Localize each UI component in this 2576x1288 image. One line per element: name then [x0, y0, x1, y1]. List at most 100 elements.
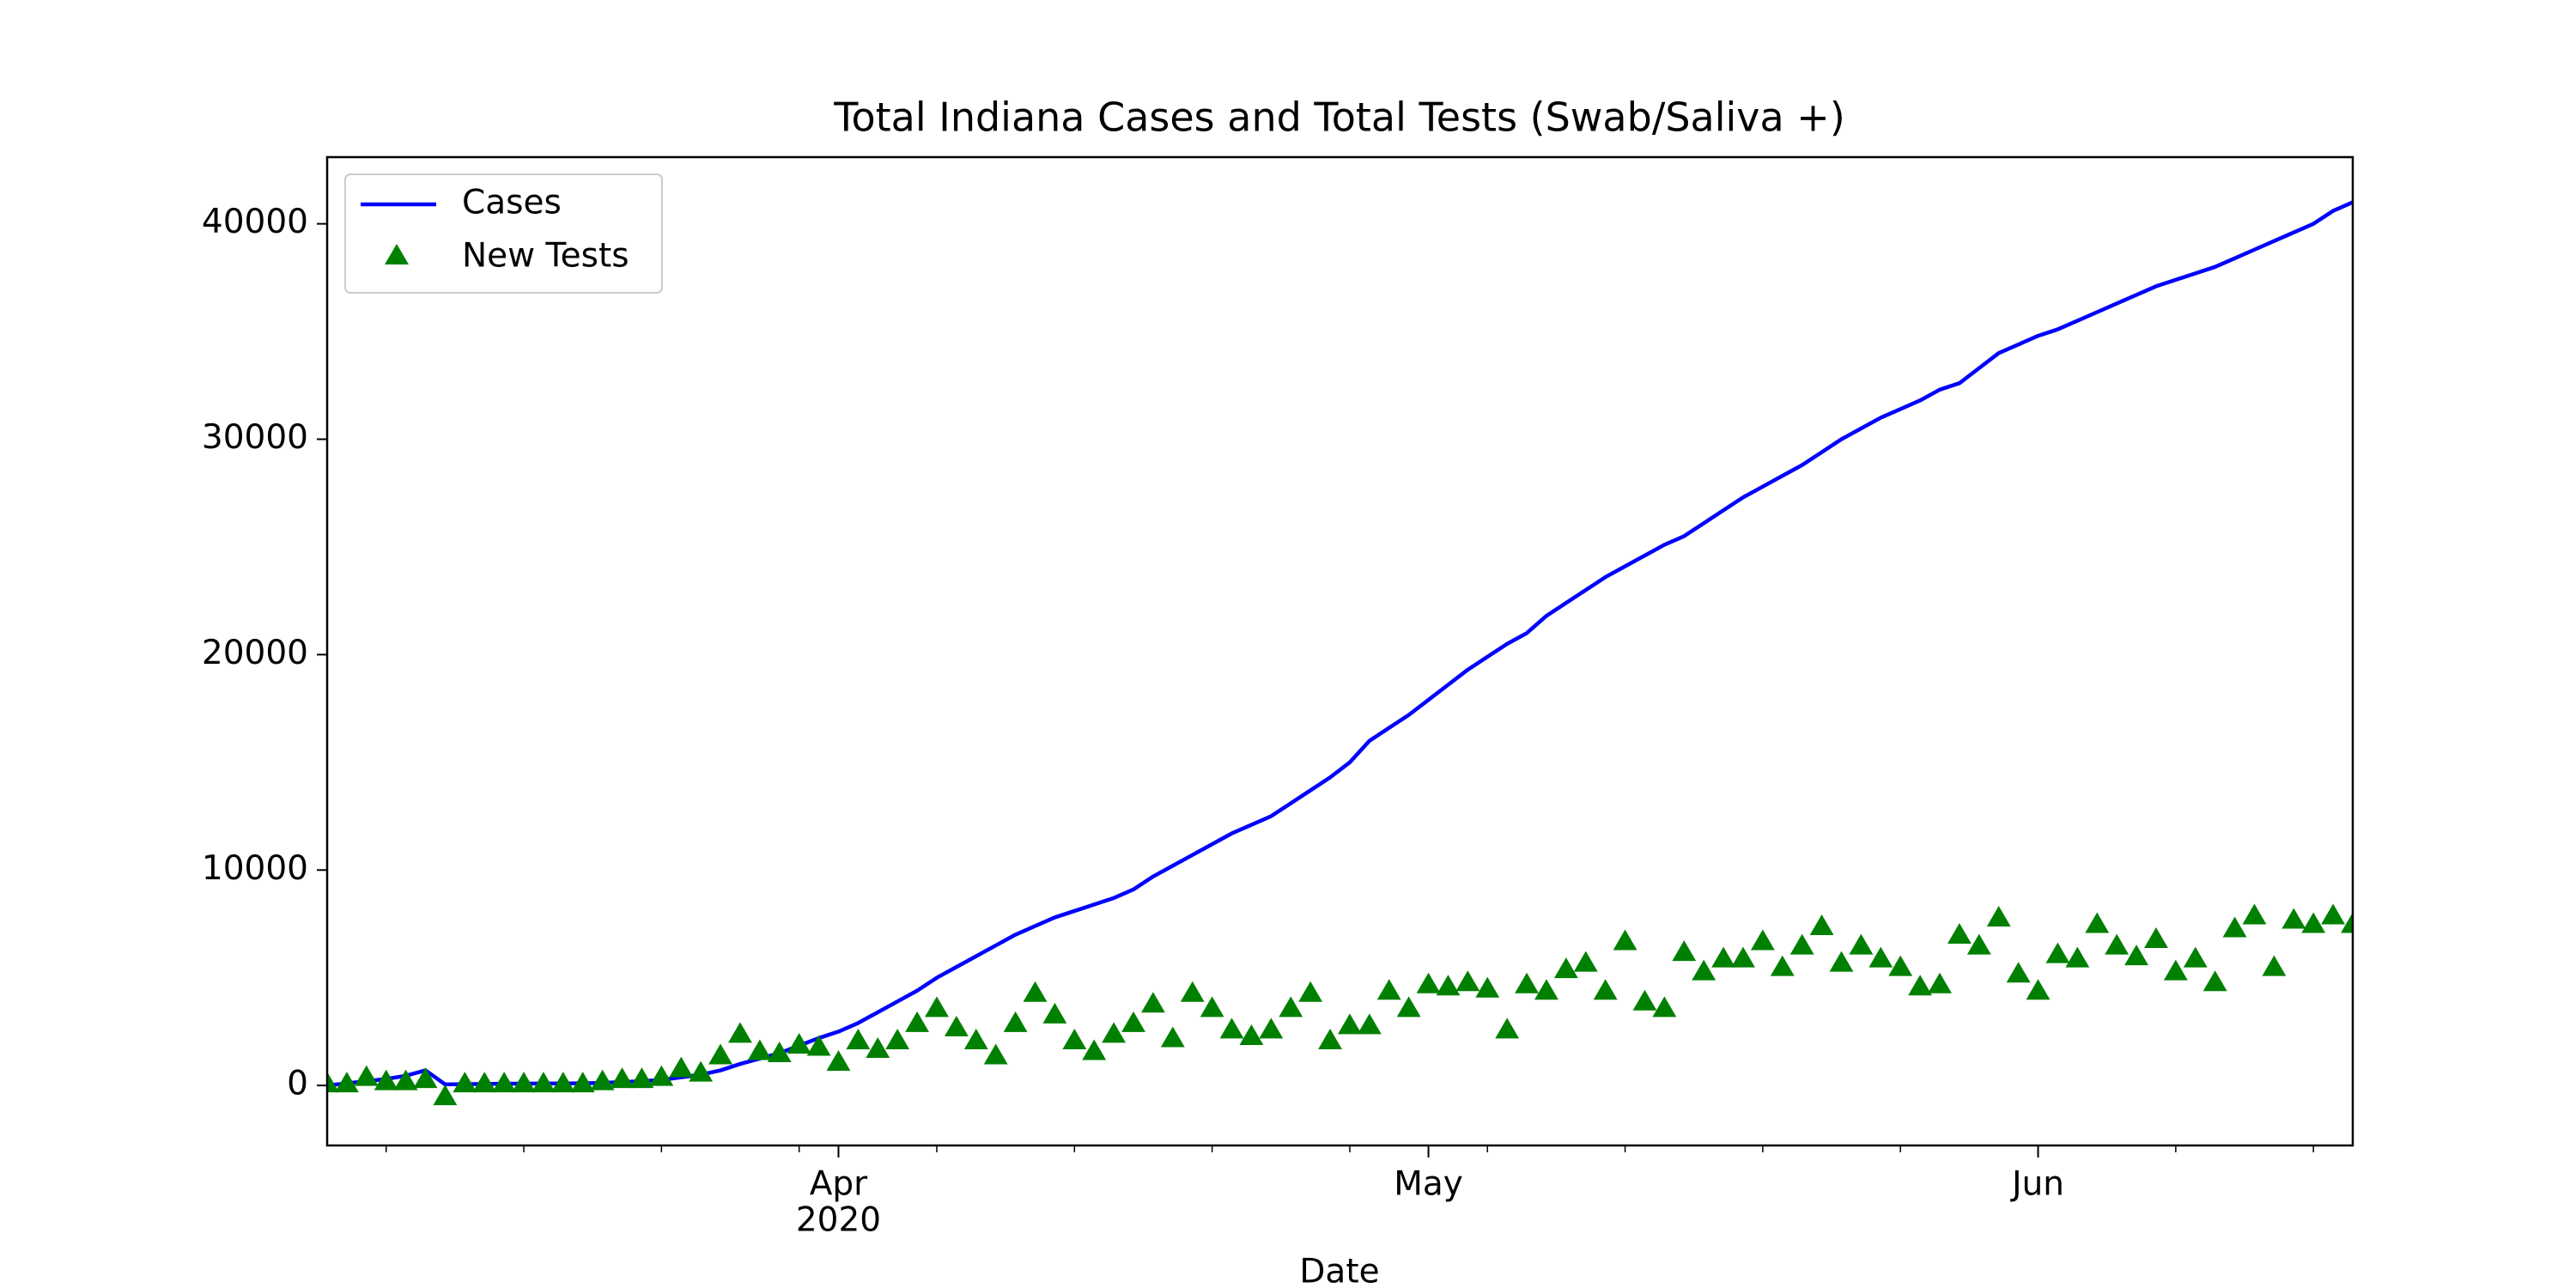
test-marker — [1888, 955, 1913, 976]
test-marker — [453, 1072, 477, 1093]
test-marker — [1534, 979, 1558, 1000]
test-marker — [708, 1043, 732, 1065]
test-marker — [1062, 1028, 1087, 1049]
y-tick-label: 30000 — [202, 418, 308, 457]
test-marker — [1573, 951, 1598, 972]
y-tick-label: 40000 — [202, 203, 308, 241]
test-marker — [1593, 979, 1618, 1000]
test-marker — [2341, 912, 2353, 933]
test-marker — [728, 1022, 752, 1043]
test-marker — [1515, 972, 1539, 993]
test-marker — [925, 996, 949, 1018]
test-marker — [1003, 1011, 1028, 1032]
plot-frame — [325, 155, 2354, 1147]
test-marker — [905, 1011, 930, 1032]
test-marker — [1947, 923, 1971, 945]
test-marker — [1279, 996, 1303, 1018]
test-marker — [2301, 912, 2326, 933]
test-marker — [1042, 1002, 1067, 1024]
test-marker — [374, 1069, 398, 1091]
test-marker — [2105, 933, 2129, 955]
test-marker — [1436, 975, 1461, 996]
test-marker — [1416, 972, 1441, 993]
test-marker — [1082, 1039, 1107, 1060]
test-marker — [1632, 989, 1657, 1011]
test-marker — [1908, 975, 1933, 996]
test-marker — [354, 1065, 379, 1086]
test-marker — [826, 1050, 851, 1072]
test-marker — [2163, 959, 2188, 981]
test-marker — [2085, 912, 2110, 933]
test-marker — [590, 1069, 615, 1091]
test-marker — [1613, 929, 1637, 951]
test-marker — [610, 1067, 635, 1089]
test-marker — [1160, 1026, 1185, 1048]
test-marker — [570, 1072, 595, 1093]
test-marker — [393, 1069, 418, 1091]
test-marker — [1652, 996, 1677, 1018]
test-marker — [963, 1028, 988, 1049]
test-marker — [1338, 1013, 1362, 1035]
test-marker — [2045, 942, 2070, 963]
test-marker — [1318, 1028, 1342, 1049]
test-marker — [2144, 927, 2168, 949]
test-marker — [1298, 981, 1323, 1002]
x-tick-sublabel: 2020 — [796, 1201, 881, 1240]
test-marker — [767, 1042, 792, 1063]
test-marker — [1023, 981, 1048, 1002]
test-marker — [983, 1043, 1008, 1065]
test-marker — [944, 1015, 969, 1036]
test-marker — [550, 1072, 575, 1093]
y-tick-label: 0 — [287, 1065, 308, 1103]
test-marker — [1376, 979, 1401, 1000]
test-marker — [2202, 970, 2227, 992]
test-marker — [1986, 905, 2011, 927]
legend-label: Cases — [462, 184, 562, 222]
test-marker — [846, 1028, 871, 1049]
x-axis-label: Date — [1299, 1253, 1379, 1288]
test-marker — [1711, 946, 1736, 968]
test-marker — [2065, 946, 2090, 968]
test-marker — [1868, 946, 1893, 968]
y-tick-label: 10000 — [202, 849, 308, 888]
test-marker — [2006, 962, 2031, 983]
x-tick-label: May — [1394, 1165, 1463, 1204]
test-marker — [1200, 996, 1224, 1018]
test-marker — [1692, 959, 1716, 981]
test-marker — [492, 1072, 517, 1093]
y-tick-label: 20000 — [202, 634, 308, 672]
test-marker — [2242, 903, 2267, 925]
test-marker — [1750, 929, 1775, 951]
test-marker — [2281, 908, 2306, 929]
test-marker — [1770, 955, 1795, 976]
test-marker — [1475, 976, 1500, 998]
test-marker — [1789, 933, 1814, 955]
test-marker — [1239, 1024, 1264, 1045]
test-marker — [1966, 933, 1991, 955]
test-marker — [1672, 940, 1697, 962]
test-marker — [1219, 1018, 1244, 1039]
test-marker — [1731, 946, 1755, 968]
test-marker — [1553, 957, 1578, 979]
test-marker — [2183, 946, 2208, 968]
test-marker — [1455, 970, 1480, 992]
test-marker — [1141, 992, 1165, 1013]
test-marker — [1259, 1018, 1284, 1039]
test-marker — [1102, 1022, 1127, 1043]
test-marker — [1396, 996, 1421, 1018]
test-marker — [669, 1056, 694, 1078]
test-marker — [327, 1072, 339, 1093]
chart-title: Total Indiana Cases and Total Tests (Swa… — [833, 94, 1845, 141]
x-tick-label: Jun — [2009, 1165, 2064, 1204]
test-marker — [1809, 914, 1834, 935]
test-marker — [1357, 1013, 1382, 1035]
test-marker — [866, 1036, 890, 1058]
test-marker — [689, 1060, 714, 1082]
test-marker — [2026, 979, 2050, 1000]
test-marker — [1180, 981, 1205, 1002]
test-marker — [413, 1067, 438, 1089]
test-marker — [2124, 945, 2148, 966]
test-marker — [629, 1067, 654, 1089]
legend-swatch — [385, 244, 409, 264]
